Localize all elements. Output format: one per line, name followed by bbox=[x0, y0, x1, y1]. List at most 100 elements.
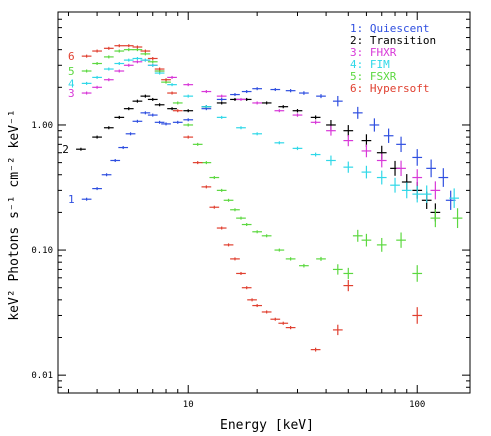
x-tick-label: 100 bbox=[409, 400, 425, 410]
data-point bbox=[361, 165, 372, 179]
data-point bbox=[140, 94, 151, 98]
data-point bbox=[81, 81, 92, 85]
series-label-1: 1 bbox=[68, 193, 75, 206]
data-point bbox=[252, 101, 263, 105]
legend-entry-6: 6: Hypersoft bbox=[350, 82, 429, 95]
data-point bbox=[299, 263, 309, 268]
data-point bbox=[247, 298, 257, 302]
data-point bbox=[147, 60, 158, 64]
data-point bbox=[216, 115, 227, 119]
data-point bbox=[316, 256, 326, 261]
data-point bbox=[236, 97, 246, 101]
data-point bbox=[216, 226, 227, 230]
data-point bbox=[452, 208, 463, 229]
data-point bbox=[343, 125, 354, 137]
data-point bbox=[114, 115, 125, 119]
data-point bbox=[223, 243, 234, 247]
data-point bbox=[167, 107, 177, 111]
data-point bbox=[167, 91, 177, 95]
data-point bbox=[140, 52, 151, 56]
data-point bbox=[154, 103, 165, 107]
data-point bbox=[285, 325, 296, 330]
data-point bbox=[201, 161, 212, 165]
data-point bbox=[92, 62, 102, 66]
data-point bbox=[140, 111, 151, 115]
data-point bbox=[201, 90, 212, 94]
data-point bbox=[92, 85, 102, 89]
data-point bbox=[383, 128, 394, 143]
data-point bbox=[110, 158, 121, 162]
series-number-labels: 1 2 345 6 bbox=[62, 50, 75, 206]
series-label-2: 2 bbox=[62, 143, 69, 156]
data-point bbox=[114, 44, 125, 48]
data-point bbox=[154, 120, 165, 124]
data-point bbox=[209, 205, 220, 209]
data-point bbox=[103, 126, 114, 130]
data-point bbox=[147, 56, 158, 60]
data-point bbox=[114, 69, 125, 73]
data-point bbox=[285, 257, 296, 261]
data-point bbox=[241, 286, 252, 290]
series-label-6: 6 bbox=[68, 50, 75, 63]
series-6 bbox=[81, 44, 423, 352]
data-point bbox=[132, 60, 143, 64]
series-label-3: 3 bbox=[68, 87, 75, 100]
data-point bbox=[438, 168, 449, 187]
data-point bbox=[332, 264, 343, 275]
data-point bbox=[361, 144, 372, 158]
data-point bbox=[132, 56, 143, 60]
data-point bbox=[183, 135, 194, 139]
data-point bbox=[230, 208, 240, 212]
data-point bbox=[310, 120, 321, 125]
data-point bbox=[201, 105, 212, 109]
data-point bbox=[230, 257, 240, 261]
data-point bbox=[430, 181, 441, 200]
data-point bbox=[412, 169, 423, 186]
data-point bbox=[412, 307, 423, 324]
data-point bbox=[343, 134, 354, 147]
data-point bbox=[412, 149, 423, 166]
data-point bbox=[316, 94, 326, 99]
data-point bbox=[396, 160, 406, 177]
data-point bbox=[310, 115, 321, 120]
series-5 bbox=[81, 48, 463, 282]
data-point bbox=[426, 159, 436, 178]
data-point bbox=[236, 216, 246, 220]
x-tick-label: 10 bbox=[183, 400, 194, 410]
data-point bbox=[241, 90, 252, 94]
data-point bbox=[332, 95, 343, 107]
legend-entry-2: 2: Transition bbox=[350, 34, 436, 47]
data-point bbox=[274, 141, 285, 145]
data-point bbox=[81, 69, 92, 73]
data-point bbox=[172, 109, 183, 113]
data-point bbox=[252, 230, 263, 234]
data-point bbox=[103, 78, 114, 82]
data-point bbox=[161, 78, 171, 82]
series-label-4: 4 bbox=[68, 77, 75, 90]
plot-frame bbox=[57, 11, 471, 394]
data-point bbox=[132, 48, 143, 52]
data-point bbox=[209, 176, 220, 180]
legend-entry-5: 5: FSXR bbox=[350, 70, 397, 83]
series-layer bbox=[76, 44, 463, 352]
data-point bbox=[147, 97, 158, 101]
data-point bbox=[326, 155, 336, 166]
data-point bbox=[285, 89, 296, 93]
series-label-5: 5 bbox=[68, 65, 75, 78]
data-point bbox=[278, 105, 289, 109]
data-point bbox=[390, 177, 400, 193]
data-point bbox=[376, 237, 387, 252]
data-point bbox=[123, 107, 134, 111]
series-2 bbox=[76, 94, 441, 222]
legend-entry-4: 4: FIM bbox=[350, 58, 390, 71]
data-point bbox=[140, 58, 151, 62]
data-point bbox=[114, 49, 125, 53]
data-point bbox=[361, 233, 372, 247]
data-point bbox=[101, 173, 112, 177]
x-axis-title: Energy [keV] bbox=[220, 418, 314, 433]
data-point bbox=[332, 324, 343, 336]
data-point bbox=[183, 94, 194, 98]
data-point bbox=[216, 97, 227, 101]
data-point bbox=[167, 75, 177, 79]
